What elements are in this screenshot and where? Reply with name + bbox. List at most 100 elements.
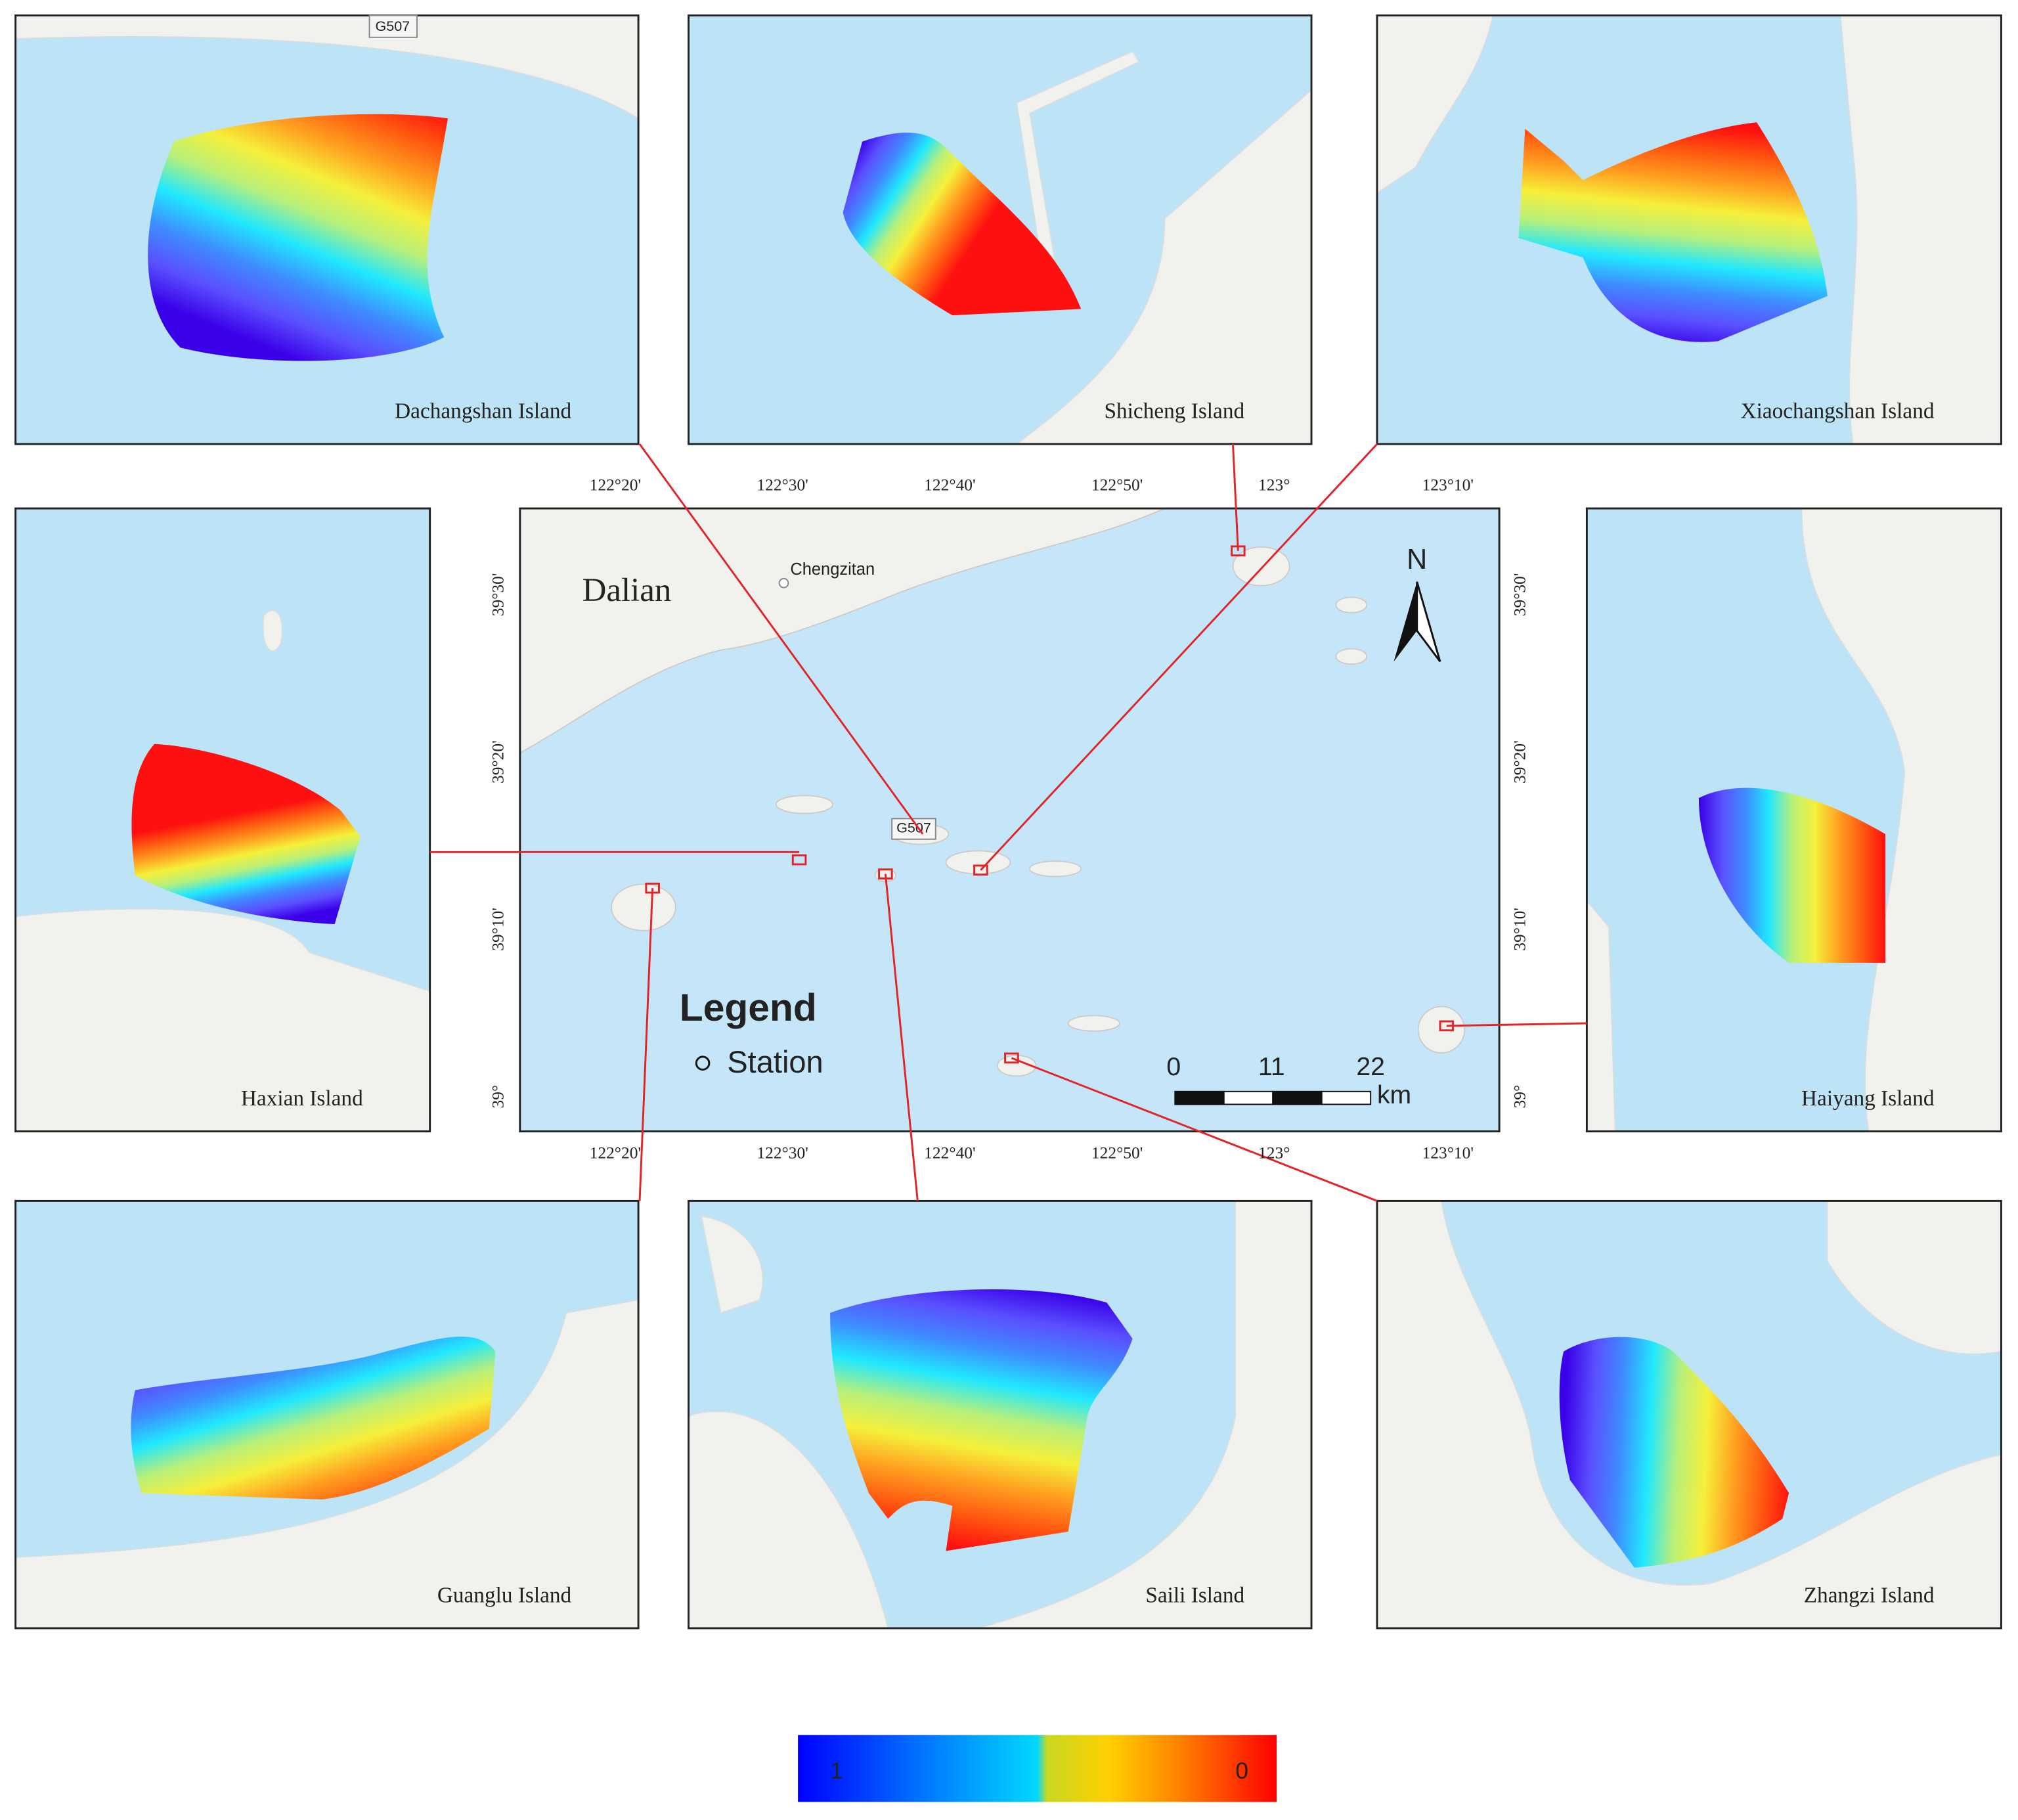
main-frame <box>519 507 1501 1133</box>
scale-segment <box>1321 1090 1372 1105</box>
colorbar-label: 1 <box>830 1758 843 1784</box>
scale-label: 22 <box>1356 1053 1385 1081</box>
road-label: G507 <box>375 18 410 34</box>
lon-label: 122°30' <box>757 476 808 495</box>
legend-symbol <box>695 1055 711 1071</box>
land <box>263 610 283 652</box>
land <box>15 1299 639 1629</box>
land <box>688 1411 889 1629</box>
inset-map: Haxian Island <box>14 507 431 1133</box>
land <box>978 1201 1312 1629</box>
interpolation-surface <box>830 1289 1133 1551</box>
inset-frame <box>14 507 431 1133</box>
lat-label: 39° <box>1510 1085 1529 1109</box>
legend-title: Legend <box>680 987 817 1029</box>
land <box>1839 15 2002 445</box>
island <box>1067 1015 1121 1032</box>
island-label: Haiyang Island <box>1801 1086 1935 1111</box>
island-label: Xiaochangshan Island <box>1741 399 1935 424</box>
lon-label: 122°50' <box>1091 476 1143 495</box>
land <box>1376 15 1494 194</box>
scale-unit: km <box>1377 1081 1411 1109</box>
lon-label: 122°30' <box>757 1143 808 1163</box>
inset-frame <box>14 1199 640 1630</box>
inset-map: Zhangzi Island <box>1376 1199 2002 1630</box>
inset-map: Saili Island <box>688 1199 1313 1630</box>
mainland <box>519 508 1166 755</box>
colorbar-label: 0 <box>1235 1758 1248 1784</box>
inset-map: Guanglu Island <box>14 1199 640 1630</box>
inset-frame <box>1585 507 2002 1133</box>
inset-map: Haiyang Island <box>1585 507 2002 1133</box>
north-label: N <box>1407 544 1427 575</box>
connector <box>884 874 919 1201</box>
lat-label: 39°10' <box>488 908 507 951</box>
lon-label: 122°20' <box>590 1143 641 1163</box>
inset-content <box>15 15 639 445</box>
inset-content <box>15 508 430 1132</box>
land <box>1376 1201 2002 1629</box>
inset-content <box>1376 1201 2002 1629</box>
lon-label: 123°10' <box>1422 1143 1474 1163</box>
town-dot <box>778 577 789 588</box>
land <box>15 15 639 120</box>
inset-frame <box>1376 1199 2002 1630</box>
island-label: Guanglu Island <box>437 1584 572 1608</box>
interpolation-surface <box>1698 788 1886 963</box>
connector <box>980 443 1378 871</box>
connector <box>1232 444 1239 551</box>
connector <box>638 443 924 835</box>
lon-label: 123°10' <box>1422 476 1474 495</box>
lat-label: 39°20' <box>488 740 507 784</box>
connector <box>638 888 654 1201</box>
land <box>1801 508 2002 1132</box>
interpolation-surface <box>1559 1337 1789 1568</box>
inset-content <box>688 15 1312 445</box>
lat-label: 39°10' <box>1510 908 1529 951</box>
connector <box>1011 1057 1378 1202</box>
lat-label: 39°30' <box>1510 573 1529 617</box>
inset-frame <box>1376 14 2002 445</box>
land <box>15 908 430 1132</box>
interpolation-surface <box>1518 122 1828 342</box>
land <box>1015 89 1312 445</box>
station-box <box>973 864 988 876</box>
lon-label: 123° <box>1258 1143 1290 1163</box>
inset-content <box>15 1201 639 1629</box>
station-box <box>1004 1052 1019 1064</box>
island-label: Shicheng Island <box>1104 399 1244 424</box>
island-label: Haxian Island <box>241 1086 363 1111</box>
interpolation-surface <box>148 114 449 361</box>
colorbar-gradient <box>798 1735 1277 1802</box>
scale-segment <box>1174 1090 1225 1105</box>
inset-map: Xiaochangshan Island <box>1376 14 2002 445</box>
lat-label: 39°30' <box>488 573 507 617</box>
lon-label: 122°40' <box>924 476 975 495</box>
scale-segment <box>1223 1090 1274 1105</box>
inset-frame <box>688 1199 1313 1630</box>
island <box>775 795 834 814</box>
inset-frame <box>688 14 1313 445</box>
island <box>996 1054 1037 1077</box>
interpolation-surface <box>843 132 1082 316</box>
north-arrow <box>1416 581 1441 663</box>
lon-label: 122°40' <box>924 1143 975 1163</box>
inset-content <box>1376 15 2002 445</box>
island <box>1335 596 1368 613</box>
lon-label: 122°20' <box>590 476 641 495</box>
island <box>610 883 676 931</box>
legend-item: Station <box>727 1044 823 1079</box>
inset-content <box>1587 508 2002 1132</box>
lon-label: 123° <box>1258 476 1290 495</box>
city-label: Dalian <box>582 572 672 609</box>
station-box <box>791 854 807 866</box>
land <box>701 1215 764 1314</box>
interpolation-surface <box>131 744 361 925</box>
connector <box>1446 1022 1587 1027</box>
lon-label: 122°50' <box>1091 1143 1143 1163</box>
inset-map: Shicheng Island <box>688 14 1313 445</box>
interpolation-surface <box>131 1337 496 1500</box>
lat-label: 39° <box>488 1085 507 1109</box>
island-label: Saili Island <box>1145 1584 1244 1608</box>
